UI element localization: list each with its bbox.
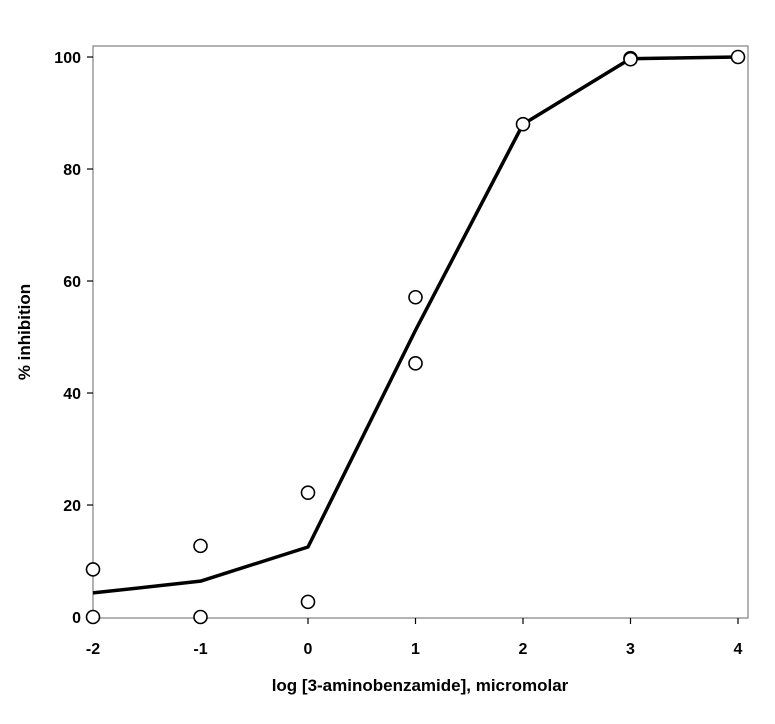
data-points [85,49,746,625]
data-point [515,116,531,132]
x-tick-label: 2 [519,641,528,658]
x-tick-label: 3 [626,641,635,658]
data-point [408,289,423,305]
x-axis: -2 -1 0 1 2 3 4 [86,618,743,658]
data-point [193,538,208,554]
x-tick-label: -2 [86,641,100,658]
data-point [730,49,746,65]
data-point [408,356,423,371]
data-point [300,594,316,610]
x-tick-label: -1 [193,641,207,658]
y-tick-label: 40 [63,386,81,403]
x-axis-label: log [3-aminobenzamide], micromolar [272,676,569,695]
data-point [85,609,101,625]
x-tick-label: 0 [304,641,313,658]
data-point [85,562,101,577]
data-point [623,51,638,67]
data-point [300,485,316,500]
y-tick-label: 60 [63,274,81,291]
plot-frame [92,45,749,619]
y-tick-label: 100 [54,50,81,67]
x-tick-label: 1 [411,641,420,658]
fit-line [92,55,739,595]
y-axis-label: % inhibition [15,284,34,380]
x-tick-label: 4 [734,641,743,658]
y-axis: 0 20 40 60 80 100 [54,50,93,627]
y-tick-label: 0 [72,610,81,627]
fit-line-group [92,55,739,595]
y-tick-label: 20 [63,498,81,515]
data-point [193,609,208,625]
y-tick-label: 80 [63,162,81,179]
